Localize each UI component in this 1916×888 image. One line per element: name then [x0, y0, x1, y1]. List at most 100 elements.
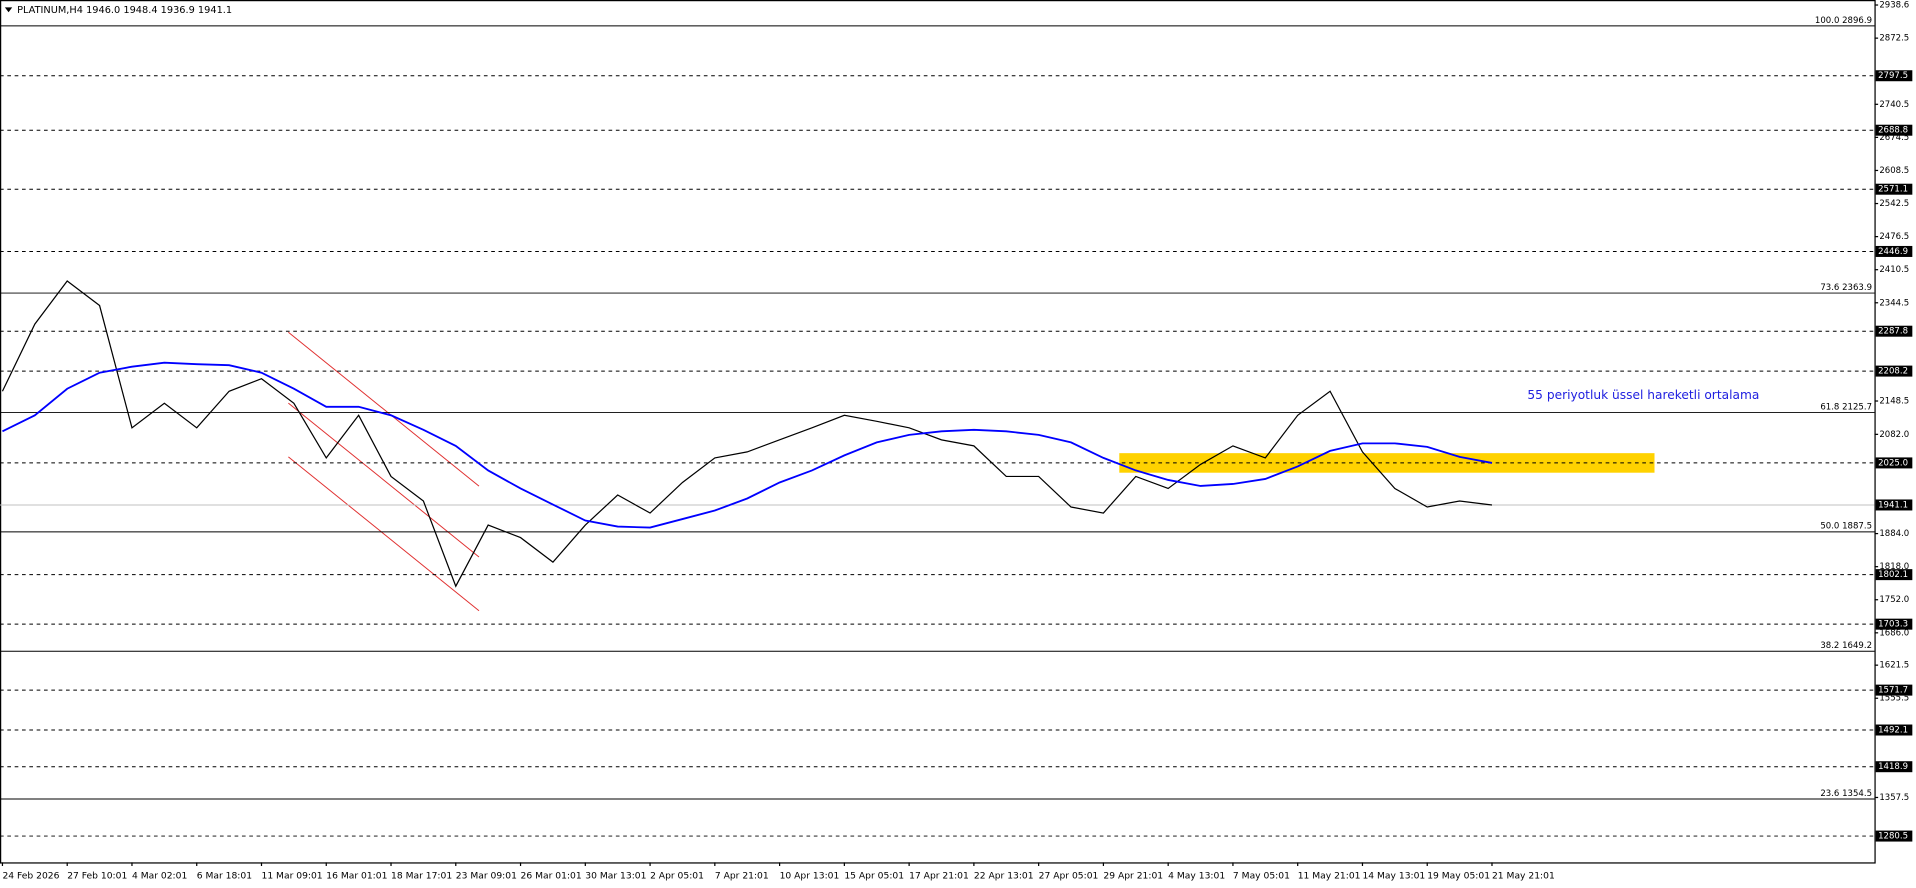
level-label: 2797.5 [1878, 71, 1908, 81]
fib-label: 100.0 2896.9 [1815, 15, 1872, 25]
x-tick-label: 14 May 13:01 [1362, 870, 1425, 881]
level-label-box [1875, 245, 1913, 257]
y-tick-label: 1884.0 [1879, 529, 1909, 539]
level-label-box [1875, 325, 1913, 337]
fib-level: 73.6 [1820, 282, 1839, 292]
x-tick-label: 18 Mar 17:01 [391, 870, 452, 881]
level-label-box [1875, 124, 1913, 136]
fib-price: 1649.2 [1842, 641, 1872, 651]
fib-label: 73.6 2363.9 [1820, 282, 1872, 292]
level-label-box [1875, 684, 1913, 696]
x-tick-label: 10 Apr 13:01 [780, 870, 840, 881]
level-label-box [1875, 724, 1913, 736]
level-label-box [1875, 70, 1913, 82]
level-label: 2446.9 [1878, 247, 1908, 257]
y-tick-label: 2082.0 [1879, 430, 1909, 440]
y-tick-label: 2542.5 [1879, 199, 1909, 209]
level-label: 2025.0 [1878, 458, 1908, 468]
chart-title: PLATINUM,H4 1946.0 1948.4 1936.9 1941.1 [17, 5, 232, 16]
y-tick-label: 2608.5 [1879, 166, 1909, 176]
x-tick-label: 26 Mar 01:01 [521, 870, 582, 881]
y-tick-label: 2148.5 [1879, 397, 1909, 407]
y-tick-label: 1621.5 [1879, 661, 1909, 671]
fib-price: 2125.7 [1842, 402, 1872, 412]
y-tick-label: 1357.5 [1879, 793, 1909, 803]
level-label: 2208.2 [1878, 367, 1908, 377]
level-label-box [1875, 183, 1913, 195]
current-price-label: 1941.1 [1878, 500, 1908, 510]
level-label-box [1875, 457, 1913, 469]
menu-arrow[interactable] [4, 7, 13, 13]
x-tick-label: 7 May 05:01 [1233, 870, 1290, 881]
fib-level: 38.2 [1820, 641, 1839, 651]
x-tick-label: 30 Mar 13:01 [585, 870, 646, 881]
series-line [2, 361, 1493, 529]
fib-price: 2896.9 [1842, 15, 1872, 25]
x-tick-label: 15 Apr 05:01 [844, 870, 904, 881]
y-tick-label: 1818.0 [1879, 562, 1909, 572]
level-label: 1492.1 [1878, 726, 1908, 736]
y-tick-label: 2674.5 [1879, 133, 1909, 143]
fib-label: 50.0 1887.5 [1820, 521, 1872, 531]
y-tick-label: 2344.5 [1879, 298, 1909, 308]
x-tick-label: 4 May 13:01 [1168, 870, 1225, 881]
level-label: 1418.9 [1878, 762, 1908, 772]
x-tick-label: 24 Feb 2026 [2, 870, 59, 881]
level-label: 1802.1 [1878, 570, 1908, 580]
y-tick-label: 2938.6 [1879, 1, 1909, 11]
x-tick-label: 27 Feb 10:01 [67, 870, 127, 881]
fib-price: 2363.9 [1842, 282, 1872, 292]
x-tick-label: 23 Mar 09:01 [456, 870, 517, 881]
fib-label: 61.8 2125.7 [1820, 402, 1872, 412]
x-tick-label: 4 Mar 02:01 [132, 870, 187, 881]
x-tick-label: 19 May 05:01 [1427, 870, 1490, 881]
fib-price: 1887.5 [1842, 521, 1872, 531]
level-label-box [1875, 365, 1913, 377]
level-label: 2571.1 [1878, 185, 1908, 195]
x-tick-label: 29 Apr 21:01 [1103, 870, 1163, 881]
fib-level: 100.0 [1815, 15, 1839, 25]
fib-label: 23.6 1354.5 [1820, 788, 1872, 798]
level-label: 1280.5 [1878, 832, 1908, 842]
fib-label: 38.2 1649.2 [1820, 641, 1872, 651]
y-tick-label: 1752.0 [1879, 595, 1909, 605]
level-label: 1571.7 [1878, 686, 1908, 696]
x-tick-label: 11 Mar 09:01 [261, 870, 322, 881]
fib-level: 23.6 [1820, 788, 1839, 798]
x-tick-label: 2 Apr 05:01 [650, 870, 704, 881]
x-tick-label: 17 Apr 21:01 [909, 870, 969, 881]
fib-level: 61.8 [1820, 402, 1839, 412]
series-line [1, 280, 1493, 588]
level-label: 1703.3 [1878, 620, 1908, 630]
x-tick-label: 11 May 21:01 [1298, 870, 1361, 881]
level-label-box [1875, 569, 1913, 581]
x-tick-label: 6 Mar 18:01 [197, 870, 252, 881]
channel-line [288, 331, 480, 487]
y-tick-label: 1686.0 [1879, 628, 1909, 638]
channel-line [288, 402, 480, 558]
plot-frame [0, 0, 1876, 864]
y-tick-label: 2740.5 [1879, 100, 1909, 110]
y-tick-label: 1555.5 [1879, 694, 1909, 704]
fib-price: 1354.5 [1842, 788, 1872, 798]
level-label: 2688.8 [1878, 126, 1908, 136]
channel-line [288, 456, 480, 612]
level-label: 2287.8 [1878, 327, 1908, 337]
fib-level: 50.0 [1820, 521, 1839, 531]
current-price-box [1875, 499, 1913, 511]
level-label-box [1875, 618, 1913, 630]
x-tick-label: 16 Mar 01:01 [326, 870, 387, 881]
level-label-box [1875, 761, 1913, 773]
x-tick-label: 22 Apr 13:01 [974, 870, 1034, 881]
y-tick-label: 2872.5 [1879, 34, 1909, 44]
level-label-box [1875, 830, 1913, 842]
y-tick-label: 2476.5 [1879, 232, 1909, 242]
y-tick-label: 2410.5 [1879, 265, 1909, 275]
x-tick-label: 7 Apr 21:01 [715, 870, 769, 881]
x-tick-label: 27 Apr 05:01 [1039, 870, 1099, 881]
annotation: 55 periyotluk üssel hareketli ortalama [1527, 388, 1759, 402]
x-tick-label: 21 May 21:01 [1492, 870, 1555, 881]
